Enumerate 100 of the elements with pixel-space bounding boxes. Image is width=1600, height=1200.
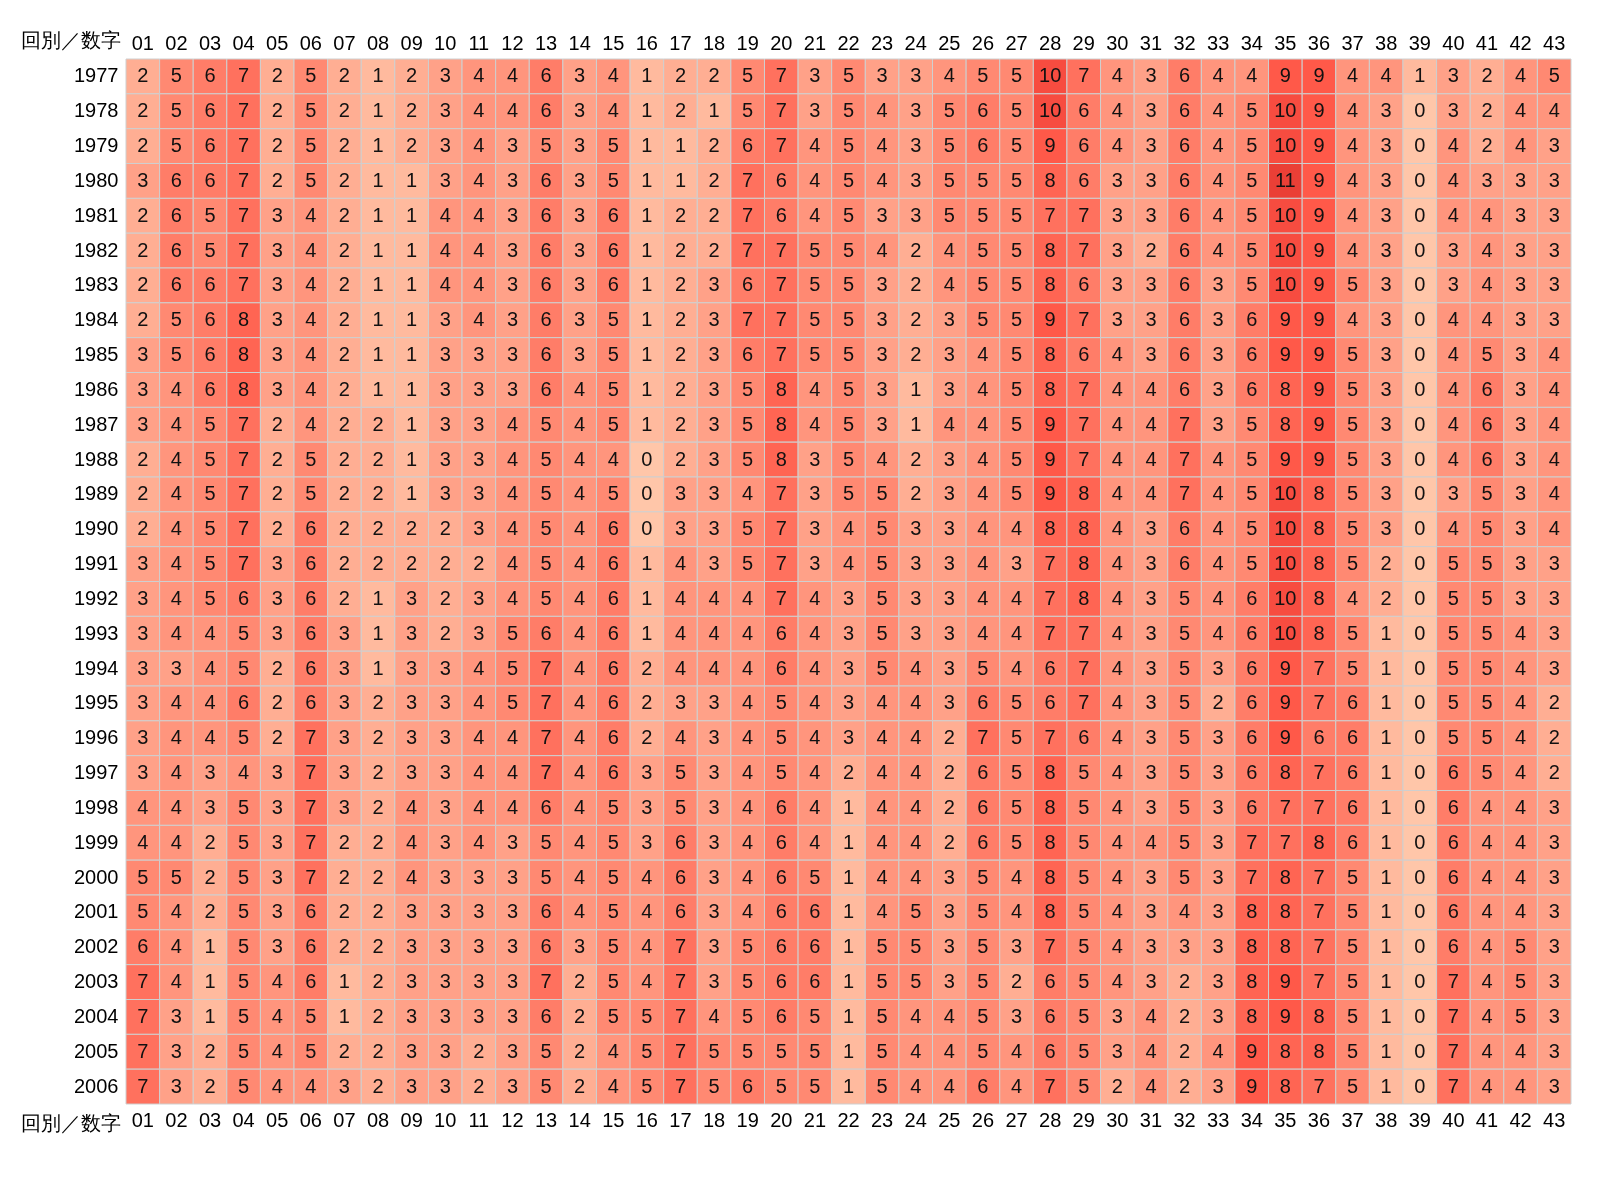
data-label: 3 (574, 935, 586, 958)
data-label: 5 (809, 238, 821, 261)
data-label: 5 (742, 377, 754, 400)
x-tick-label: 12 (501, 31, 524, 54)
data-label: 5 (238, 1039, 250, 1062)
data-label: 4 (1111, 482, 1123, 505)
data-label: 5 (607, 377, 619, 400)
data-label: 4 (439, 273, 451, 296)
data-label: 1 (1380, 621, 1392, 644)
data-label: 3 (439, 691, 451, 714)
data-label: 4 (842, 552, 855, 575)
data-label: 2 (473, 1039, 485, 1062)
data-label: 5 (607, 134, 619, 157)
data-label: 5 (1010, 691, 1023, 714)
data-label: 0 (1414, 935, 1426, 958)
data-label: 3 (708, 900, 720, 923)
data-label: 6 (607, 761, 619, 784)
data-label: 9 (1279, 447, 1291, 470)
data-label: 2 (137, 134, 149, 157)
data-label: 3 (506, 273, 519, 296)
data-label: 6 (1447, 935, 1459, 958)
x-tick-label: 39 (1408, 31, 1431, 54)
data-label: 7 (1078, 447, 1090, 470)
data-label: 8 (1246, 970, 1258, 993)
category-label: 43 (1543, 1108, 1566, 1131)
data-label: 5 (1347, 552, 1359, 575)
data-label: 4 (1548, 482, 1560, 505)
data-label: 2 (406, 99, 418, 122)
data-label: 1 (641, 168, 653, 191)
data-label: 0 (1414, 377, 1426, 400)
data-label: 3 (1515, 447, 1527, 470)
data-label: 5 (1246, 517, 1258, 540)
data-label: 5 (809, 865, 821, 888)
y-tick-label: 1980 (74, 168, 119, 191)
data-label: 4 (574, 795, 586, 818)
data-label: 4 (943, 64, 955, 87)
data-label: 5 (607, 168, 619, 191)
data-label: 2 (910, 308, 922, 331)
data-label: 7 (305, 865, 317, 888)
data-label: 0 (1414, 517, 1426, 540)
y-tick-label: 2000 (74, 865, 119, 888)
data-label: 7 (1313, 865, 1325, 888)
data-label: 3 (1145, 865, 1157, 888)
data-label: 4 (1010, 900, 1023, 923)
data-label: 5 (170, 134, 182, 157)
data-label: 4 (1347, 203, 1359, 226)
data-label: 3 (1548, 621, 1560, 644)
data-label: 4 (977, 447, 989, 470)
data-label: 9 (1279, 656, 1291, 679)
data-label: 7 (742, 203, 754, 226)
data-label: 6 (204, 308, 216, 331)
data-label: 3 (439, 377, 451, 400)
data-label: 3 (271, 621, 283, 644)
data-label: 7 (1044, 935, 1056, 958)
data-label: 0 (1414, 238, 1426, 261)
y-tick-label: 1988 (74, 447, 119, 470)
data-label: 3 (406, 586, 418, 609)
data-label: 3 (1380, 482, 1392, 505)
data-label: 4 (170, 517, 182, 540)
data-label: 3 (439, 308, 451, 331)
data-label: 2 (372, 552, 384, 575)
data-label: 8 (1313, 552, 1325, 575)
data-label: 6 (305, 970, 317, 993)
data-label: 9 (1279, 1004, 1291, 1027)
data-label: 7 (1078, 238, 1090, 261)
data-label: 7 (674, 935, 687, 958)
data-label: 4 (574, 691, 586, 714)
data-label: 6 (1347, 726, 1359, 749)
data-label: 3 (170, 1004, 182, 1027)
data-label: 9 (1279, 691, 1291, 714)
data-label: 6 (1044, 970, 1056, 993)
data-label: 5 (540, 1074, 552, 1097)
data-label: 4 (1447, 203, 1459, 226)
data-label: 5 (842, 343, 855, 366)
data-label: 5 (1347, 1074, 1359, 1097)
data-label: 6 (305, 552, 317, 575)
data-label: 4 (876, 99, 888, 122)
data-label: 5 (1347, 377, 1359, 400)
data-label: 7 (742, 238, 754, 261)
data-label: 5 (910, 900, 922, 923)
data-label: 1 (842, 1039, 855, 1062)
data-label: 5 (1010, 447, 1023, 470)
data-label: 5 (1010, 238, 1023, 261)
data-label: 7 (775, 517, 787, 540)
data-label: 4 (910, 795, 922, 818)
data-label: 4 (1111, 517, 1123, 540)
data-label: 2 (338, 377, 350, 400)
data-label: 5 (1078, 865, 1090, 888)
data-label: 1 (372, 377, 384, 400)
data-label: 3 (574, 238, 586, 261)
data-label: 7 (305, 795, 317, 818)
data-label: 1 (641, 552, 653, 575)
data-label: 4 (506, 552, 519, 575)
data-label: 4 (574, 726, 586, 749)
data-label: 0 (1414, 168, 1426, 191)
data-label: 9 (1279, 308, 1291, 331)
data-label: 8 (1279, 412, 1291, 435)
data-label: 5 (876, 1004, 888, 1027)
data-label: 6 (1481, 447, 1493, 470)
data-label: 0 (1414, 134, 1426, 157)
